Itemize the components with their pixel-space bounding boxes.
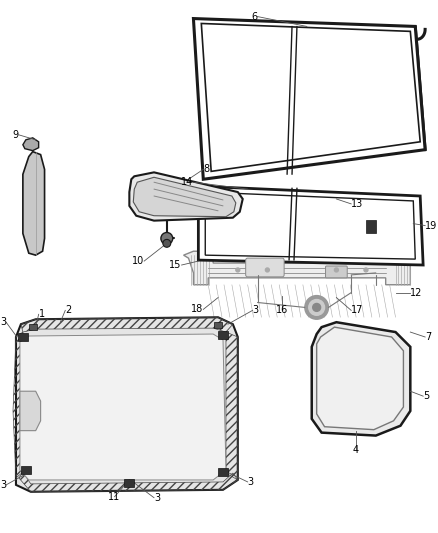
Text: 13: 13 bbox=[351, 199, 364, 209]
Polygon shape bbox=[198, 186, 423, 265]
Circle shape bbox=[335, 268, 339, 272]
Text: 2: 2 bbox=[65, 305, 71, 316]
Polygon shape bbox=[20, 391, 41, 431]
Bar bbox=[218, 331, 228, 339]
Bar bbox=[214, 322, 222, 328]
Text: 8: 8 bbox=[203, 164, 209, 174]
Bar bbox=[218, 468, 228, 476]
Polygon shape bbox=[133, 177, 236, 217]
Text: 18: 18 bbox=[191, 304, 203, 314]
Circle shape bbox=[161, 232, 173, 244]
Circle shape bbox=[305, 296, 328, 319]
Text: 6: 6 bbox=[251, 12, 258, 21]
Circle shape bbox=[309, 300, 325, 316]
Circle shape bbox=[364, 268, 368, 272]
Text: 10: 10 bbox=[132, 256, 144, 266]
Text: 14: 14 bbox=[181, 177, 194, 187]
Text: 11: 11 bbox=[109, 492, 121, 502]
Circle shape bbox=[313, 303, 321, 311]
Text: 3: 3 bbox=[154, 492, 160, 503]
Polygon shape bbox=[194, 19, 425, 179]
Text: 9: 9 bbox=[13, 130, 19, 140]
Polygon shape bbox=[23, 138, 39, 151]
FancyBboxPatch shape bbox=[246, 258, 284, 277]
Text: 16: 16 bbox=[276, 305, 288, 316]
Text: 7: 7 bbox=[425, 332, 431, 342]
Text: 5: 5 bbox=[423, 391, 429, 401]
Polygon shape bbox=[201, 23, 420, 172]
FancyBboxPatch shape bbox=[325, 266, 347, 278]
Text: 17: 17 bbox=[351, 305, 364, 316]
Circle shape bbox=[265, 268, 269, 272]
Text: 19: 19 bbox=[425, 221, 438, 231]
Text: 12: 12 bbox=[410, 288, 423, 297]
Polygon shape bbox=[317, 327, 403, 430]
Text: 3: 3 bbox=[0, 317, 6, 327]
Text: 1: 1 bbox=[39, 309, 45, 319]
Polygon shape bbox=[129, 172, 243, 221]
Text: 15: 15 bbox=[169, 260, 182, 270]
Polygon shape bbox=[205, 192, 415, 259]
Circle shape bbox=[236, 268, 240, 272]
Polygon shape bbox=[184, 251, 410, 285]
Text: 3: 3 bbox=[247, 477, 254, 487]
Polygon shape bbox=[23, 152, 45, 255]
Bar bbox=[18, 333, 28, 341]
Polygon shape bbox=[20, 334, 226, 480]
Text: 4: 4 bbox=[353, 446, 359, 455]
Text: 3: 3 bbox=[253, 305, 259, 316]
Circle shape bbox=[163, 239, 171, 247]
Bar bbox=[21, 466, 31, 474]
Bar bbox=[124, 479, 134, 487]
Polygon shape bbox=[16, 317, 238, 492]
Polygon shape bbox=[312, 322, 410, 435]
Text: 3: 3 bbox=[0, 480, 6, 490]
Bar bbox=[366, 220, 376, 233]
Bar bbox=[29, 324, 37, 330]
